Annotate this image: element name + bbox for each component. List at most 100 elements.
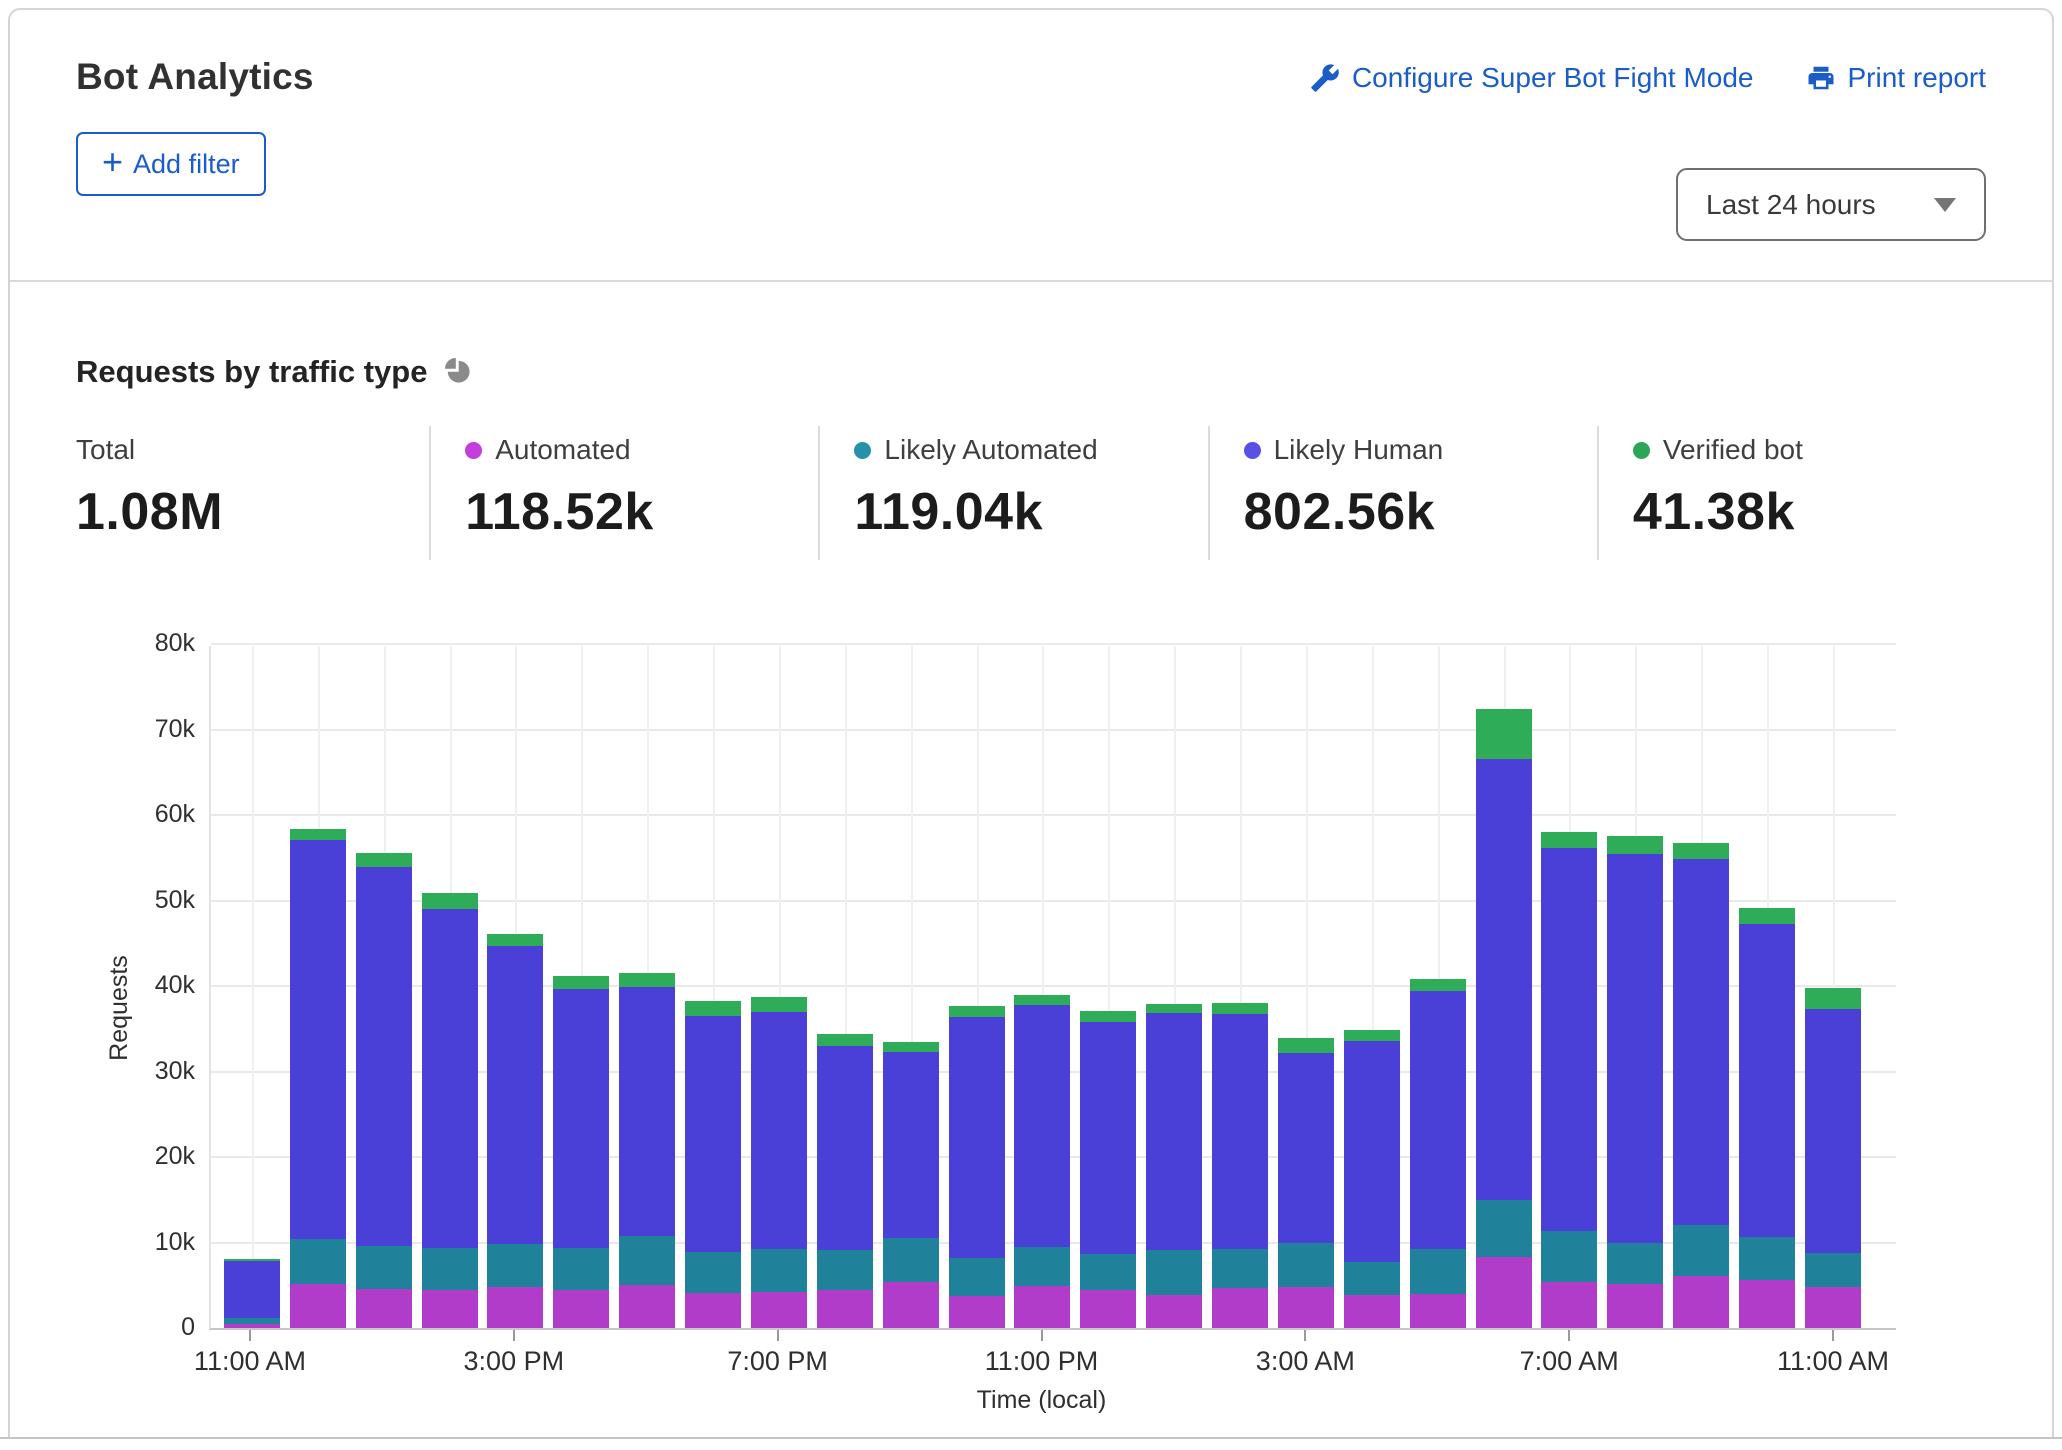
bar-segment-likely-human[interactable] — [356, 867, 412, 1246]
bar-segment-verified-bot[interactable] — [619, 973, 675, 987]
bar-segment-automated[interactable] — [487, 1287, 543, 1328]
stacked-bar[interactable] — [751, 997, 807, 1328]
configure-super-bot-fight-mode-link[interactable]: Configure Super Bot Fight Mode — [1310, 62, 1754, 94]
bar-segment-likely-automated[interactable] — [1212, 1249, 1268, 1288]
bar-segment-verified-bot[interactable] — [1212, 1003, 1268, 1014]
bar-segment-automated[interactable] — [883, 1282, 939, 1328]
bar-segment-likely-human[interactable] — [751, 1012, 807, 1250]
stacked-bar[interactable] — [1080, 1011, 1136, 1328]
bar-segment-likely-human[interactable] — [1673, 859, 1729, 1224]
bar-segment-automated[interactable] — [553, 1290, 609, 1328]
bar-segment-verified-bot[interactable] — [1278, 1038, 1334, 1053]
bar-segment-automated[interactable] — [356, 1289, 412, 1328]
bar-segment-verified-bot[interactable] — [1673, 843, 1729, 859]
bar-segment-automated[interactable] — [1410, 1294, 1466, 1328]
bar-segment-likely-human[interactable] — [290, 840, 346, 1239]
bar-segment-verified-bot[interactable] — [1476, 709, 1532, 759]
bar-segment-likely-automated[interactable] — [1805, 1253, 1861, 1287]
stacked-bar[interactable] — [817, 1034, 873, 1328]
bar-segment-verified-bot[interactable] — [751, 997, 807, 1012]
bar-segment-likely-automated[interactable] — [1080, 1254, 1136, 1290]
bar-segment-automated[interactable] — [290, 1284, 346, 1328]
bar-segment-automated[interactable] — [1212, 1288, 1268, 1328]
bar-segment-likely-automated[interactable] — [751, 1249, 807, 1292]
stacked-bar[interactable] — [422, 893, 478, 1328]
bar-segment-likely-automated[interactable] — [1739, 1237, 1795, 1280]
bar-segment-likely-automated[interactable] — [883, 1238, 939, 1282]
bar-segment-likely-human[interactable] — [1805, 1009, 1861, 1253]
bar-segment-automated[interactable] — [619, 1285, 675, 1328]
bar-segment-likely-human[interactable] — [553, 989, 609, 1247]
bar-segment-automated[interactable] — [685, 1293, 741, 1328]
bar-segment-automated[interactable] — [422, 1290, 478, 1328]
bar-segment-verified-bot[interactable] — [1344, 1030, 1400, 1040]
bar-segment-verified-bot[interactable] — [1805, 988, 1861, 1009]
time-range-select[interactable]: Last 24 hours — [1676, 168, 1986, 241]
bar-segment-likely-automated[interactable] — [1278, 1243, 1334, 1287]
bar-segment-automated[interactable] — [1607, 1284, 1663, 1328]
bar-segment-likely-automated[interactable] — [356, 1246, 412, 1289]
bar-segment-likely-automated[interactable] — [1607, 1243, 1663, 1285]
bar-segment-automated[interactable] — [224, 1324, 280, 1328]
bar-segment-automated[interactable] — [1344, 1295, 1400, 1328]
bar-segment-likely-automated[interactable] — [487, 1244, 543, 1287]
stacked-bar[interactable] — [1805, 988, 1861, 1328]
bar-segment-verified-bot[interactable] — [356, 853, 412, 868]
bar-segment-likely-human[interactable] — [949, 1017, 1005, 1258]
bar-segment-likely-human[interactable] — [1080, 1022, 1136, 1255]
bar-segment-likely-human[interactable] — [1014, 1005, 1070, 1247]
stacked-bar[interactable] — [1410, 979, 1466, 1328]
bar-segment-automated[interactable] — [949, 1296, 1005, 1328]
bar-segment-verified-bot[interactable] — [1014, 995, 1070, 1005]
bar-segment-automated[interactable] — [1739, 1280, 1795, 1328]
stacked-bar[interactable] — [1541, 832, 1597, 1328]
bar-segment-automated[interactable] — [1673, 1276, 1729, 1328]
bar-segment-likely-automated[interactable] — [949, 1258, 1005, 1296]
bar-segment-automated[interactable] — [1476, 1257, 1532, 1328]
bar-segment-likely-human[interactable] — [685, 1016, 741, 1252]
bar-segment-verified-bot[interactable] — [1739, 908, 1795, 924]
bar-segment-verified-bot[interactable] — [1607, 836, 1663, 855]
stacked-bar[interactable] — [290, 829, 346, 1328]
bar-segment-verified-bot[interactable] — [553, 976, 609, 990]
bar-segment-automated[interactable] — [1014, 1286, 1070, 1328]
bar-segment-likely-human[interactable] — [883, 1052, 939, 1238]
bar-segment-automated[interactable] — [817, 1290, 873, 1328]
bar-segment-verified-bot[interactable] — [883, 1042, 939, 1052]
add-filter-button[interactable]: + Add filter — [76, 132, 266, 196]
bar-segment-likely-human[interactable] — [1212, 1014, 1268, 1248]
bar-segment-verified-bot[interactable] — [1080, 1011, 1136, 1022]
bar-segment-verified-bot[interactable] — [817, 1034, 873, 1046]
print-report-link[interactable]: Print report — [1806, 62, 1987, 94]
bar-segment-verified-bot[interactable] — [949, 1006, 1005, 1017]
stacked-bar[interactable] — [1673, 843, 1729, 1328]
bar-segment-verified-bot[interactable] — [685, 1001, 741, 1016]
bar-segment-automated[interactable] — [1278, 1287, 1334, 1328]
stacked-bar[interactable] — [224, 1259, 280, 1328]
bar-segment-automated[interactable] — [1080, 1290, 1136, 1328]
stacked-bar[interactable] — [1212, 1003, 1268, 1328]
bar-segment-verified-bot[interactable] — [1146, 1004, 1202, 1013]
bar-segment-likely-automated[interactable] — [1410, 1249, 1466, 1294]
bar-segment-likely-automated[interactable] — [422, 1248, 478, 1290]
stacked-bar[interactable] — [619, 973, 675, 1328]
stacked-bar[interactable] — [1278, 1038, 1334, 1328]
bar-segment-likely-automated[interactable] — [1146, 1250, 1202, 1294]
stacked-bar[interactable] — [949, 1006, 1005, 1328]
stacked-bar[interactable] — [1344, 1030, 1400, 1328]
stacked-bar[interactable] — [1476, 709, 1532, 1328]
bar-segment-likely-automated[interactable] — [553, 1248, 609, 1291]
bar-segment-likely-automated[interactable] — [685, 1252, 741, 1293]
bar-segment-likely-human[interactable] — [1278, 1053, 1334, 1244]
bar-segment-likely-human[interactable] — [224, 1261, 280, 1317]
bar-segment-verified-bot[interactable] — [1410, 979, 1466, 991]
bar-segment-likely-human[interactable] — [1344, 1041, 1400, 1262]
bar-segment-verified-bot[interactable] — [1541, 832, 1597, 848]
stacked-bar[interactable] — [356, 853, 412, 1328]
bar-segment-likely-automated[interactable] — [1541, 1231, 1597, 1281]
bar-segment-likely-human[interactable] — [487, 946, 543, 1244]
stacked-bar[interactable] — [1739, 908, 1795, 1328]
bar-segment-automated[interactable] — [1146, 1295, 1202, 1328]
bar-segment-automated[interactable] — [1805, 1287, 1861, 1328]
bar-segment-likely-automated[interactable] — [1476, 1200, 1532, 1257]
